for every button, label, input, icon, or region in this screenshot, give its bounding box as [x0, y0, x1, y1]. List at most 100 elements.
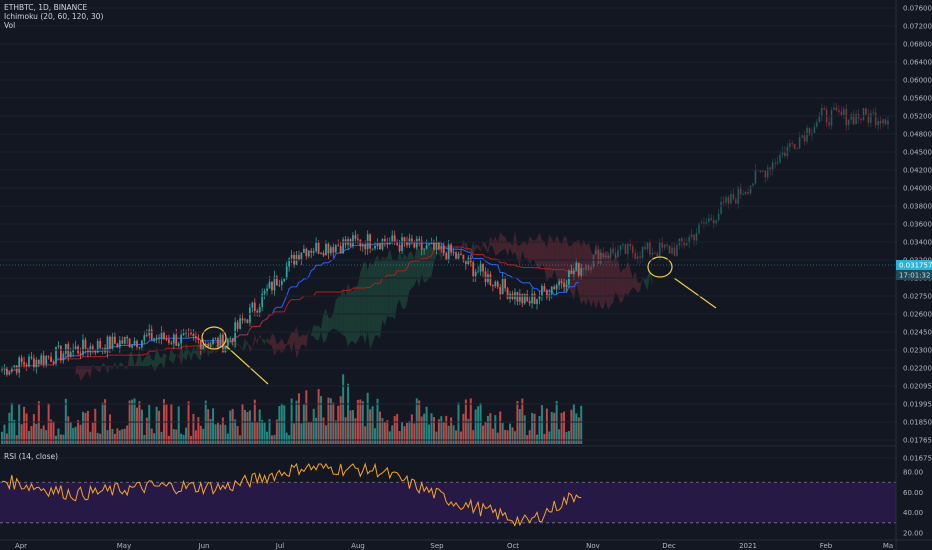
candle-body	[676, 245, 678, 256]
candle-body	[474, 271, 477, 277]
ichimoku-cloud-segment	[195, 342, 199, 359]
volume-bar	[428, 424, 431, 444]
candle-body	[649, 242, 651, 255]
candle-body	[415, 238, 418, 248]
ichimoku-cloud-segment	[549, 234, 552, 278]
candle-body	[123, 336, 126, 344]
candle-body	[516, 292, 519, 302]
ichimoku-cloud-segment	[377, 254, 380, 339]
volume-bar	[533, 413, 536, 444]
ichimoku-legend[interactable]: Ichimoku (20, 60, 120, 30)	[4, 12, 104, 21]
candle-body	[256, 311, 259, 313]
candle-body	[722, 201, 725, 203]
candle-body	[543, 286, 546, 291]
volume-legend[interactable]: Vol	[4, 21, 16, 30]
ichimoku-cloud-segment	[546, 234, 550, 283]
candle-body	[190, 332, 192, 334]
volume-bar	[285, 432, 288, 444]
candle-body	[680, 238, 683, 243]
candle-body	[570, 270, 573, 275]
volume-bar	[81, 411, 84, 444]
candle-body	[45, 356, 48, 365]
ichimoku-cloud-segment	[122, 362, 125, 368]
candle-body	[371, 248, 374, 250]
volume-bar	[307, 422, 310, 444]
ichimoku-cloud-segment	[240, 345, 243, 350]
candle-body	[52, 361, 55, 364]
candle-body	[155, 337, 158, 339]
ichimoku-cloud-segment	[397, 249, 400, 305]
ichimoku-cloud-segment	[424, 241, 427, 283]
volume-bar	[138, 401, 141, 444]
volume-bar	[540, 405, 543, 444]
volume-bar	[327, 397, 330, 444]
candle-body	[322, 252, 325, 256]
candle-body	[835, 107, 838, 111]
volume-bar	[511, 427, 514, 444]
volume-bar	[143, 434, 146, 444]
candle-body	[302, 248, 305, 253]
ichimoku-cloud-segment	[357, 272, 361, 341]
candle-body	[224, 345, 227, 353]
ichimoku-cloud-segment	[171, 347, 174, 364]
candle-body	[619, 245, 622, 251]
symbol-legend[interactable]: ETHBTC, 1D, BINANCE	[4, 3, 88, 12]
ichimoku-cloud-segment	[534, 238, 538, 268]
ichimoku-cloud-segment	[343, 287, 346, 338]
ichimoku-cloud-segment	[603, 250, 606, 310]
volume-bar	[79, 424, 82, 444]
ichimoku-cloud-segment	[512, 231, 515, 255]
volume-bar	[150, 428, 153, 444]
ichimoku-cloud-segment	[345, 282, 349, 347]
candle-body	[413, 243, 416, 248]
candle-body	[212, 338, 214, 344]
volume-bar	[452, 425, 455, 444]
volume-bar	[158, 410, 161, 444]
volume-bar	[329, 398, 332, 444]
volume-bar	[10, 402, 13, 444]
volume-bar	[62, 434, 65, 444]
ichimoku-cloud-segment	[87, 366, 91, 379]
ichimoku-cloud-segment	[114, 361, 118, 371]
candle-body	[808, 127, 811, 136]
volume-bar	[332, 402, 335, 444]
ichimoku-cloud-segment	[176, 353, 179, 359]
ichimoku-cloud-segment	[159, 354, 162, 365]
ichimoku-cloud-segment	[429, 244, 432, 278]
candle-body	[143, 335, 146, 341]
candle-body	[69, 352, 72, 358]
candle-body	[521, 293, 524, 304]
candle-body	[55, 346, 57, 364]
candle-body	[595, 250, 597, 255]
candle-body	[629, 243, 632, 247]
ichimoku-cloud-segment	[411, 252, 415, 288]
rsi-legend[interactable]: RSI (14, close)	[4, 452, 59, 461]
countdown-tag	[896, 270, 932, 281]
candle-body	[352, 235, 354, 247]
volume-bar	[420, 416, 423, 444]
candle-body	[862, 108, 865, 120]
candle-body	[376, 243, 379, 247]
candle-body	[398, 245, 401, 251]
volume-bar	[580, 405, 583, 444]
candle-body	[464, 261, 467, 265]
volume-bar	[297, 393, 300, 444]
candle-body	[35, 359, 38, 369]
candle-body	[263, 290, 266, 294]
ichimoku-cloud-segment	[379, 256, 383, 339]
volume-bar	[499, 411, 502, 444]
price-pane[interactable]	[0, 102, 896, 385]
volume-bar	[248, 410, 251, 444]
ichimoku-cloud-segment	[365, 261, 368, 344]
candle-body	[118, 340, 121, 348]
candle-body	[838, 110, 840, 112]
ichimoku-cloud-segment	[75, 366, 79, 376]
candle-body	[732, 193, 735, 200]
time-tick-label: Ma	[883, 542, 893, 550]
candle-body	[8, 371, 11, 375]
candle-body	[683, 242, 686, 246]
candle-body	[361, 244, 364, 247]
volume-bar	[339, 396, 342, 444]
candle-body	[315, 241, 318, 252]
